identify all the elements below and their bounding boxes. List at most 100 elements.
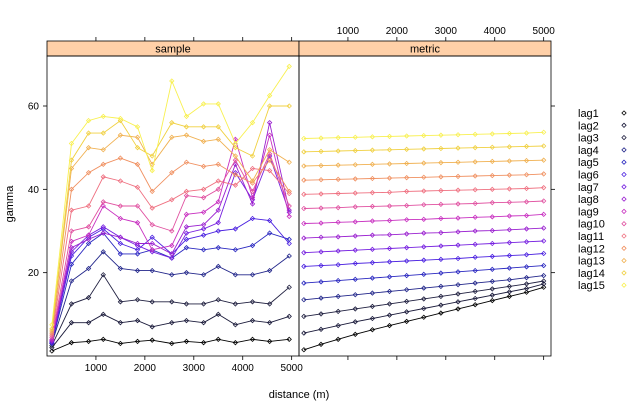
data-point (301, 149, 307, 155)
x-tick-label: 5000 (533, 26, 556, 37)
data-point (352, 219, 358, 225)
data-point (266, 92, 273, 99)
data-point (100, 224, 106, 230)
series-line (303, 173, 544, 181)
data-point (335, 162, 341, 168)
data-point (455, 132, 461, 138)
data-point (266, 217, 273, 224)
data-point (540, 211, 547, 217)
data-point (506, 186, 513, 192)
series-line (51, 168, 290, 336)
series-lag15 (49, 63, 292, 328)
series-line (303, 283, 544, 334)
data-point (134, 267, 141, 274)
data-point (540, 185, 547, 191)
data-point (489, 253, 495, 260)
data-point (266, 301, 273, 307)
data-point (266, 147, 273, 153)
legend-marker (621, 122, 627, 128)
data-point (421, 160, 427, 166)
data-point (540, 272, 547, 279)
axes-layer: 1000 2000 3000 4000 5000 1000 2000 3000 4000 5000… (28, 26, 555, 374)
data-point (455, 215, 461, 221)
data-point (169, 242, 175, 249)
legend-marker (621, 110, 627, 116)
data-point (286, 236, 292, 242)
data-point (523, 285, 530, 292)
data-point (200, 186, 207, 192)
data-point (506, 158, 513, 164)
data-point (403, 318, 410, 325)
data-point (540, 129, 547, 135)
data-point (85, 236, 92, 242)
data-point (301, 263, 307, 270)
series-lag6 (49, 215, 292, 346)
data-point (200, 340, 207, 346)
series-lag12 (301, 171, 547, 183)
data-point (301, 330, 307, 336)
data-point (249, 317, 256, 324)
data-point (85, 240, 92, 247)
data-point (369, 315, 376, 322)
data-point (421, 271, 427, 277)
data-point (369, 134, 376, 140)
series-lag12 (49, 155, 292, 336)
series-lag5 (301, 262, 547, 286)
data-point (523, 130, 530, 136)
data-point (49, 348, 55, 354)
data-point (169, 272, 175, 278)
legend-item-lag1: lag1 (578, 108, 627, 120)
data-point (215, 220, 221, 226)
data-point (489, 214, 495, 220)
data-point (506, 240, 513, 246)
data-point (386, 259, 393, 265)
data-point (438, 201, 444, 207)
data-point (523, 275, 530, 281)
data-point (403, 188, 410, 195)
panel-frame (298, 55, 552, 357)
data-point (169, 320, 175, 326)
data-point (472, 280, 478, 286)
data-point (489, 227, 495, 234)
data-point (455, 291, 461, 297)
data-point (85, 265, 92, 272)
data-point (215, 263, 221, 270)
data-point (369, 218, 376, 224)
data-point (421, 174, 427, 180)
data-point (286, 203, 292, 209)
data-point (183, 236, 190, 242)
series-line (303, 187, 544, 195)
data-point (117, 117, 124, 124)
legend-label: lag10 (578, 219, 605, 231)
data-point (68, 301, 75, 307)
data-point (249, 201, 256, 207)
legend-item-lag14: lag14 (578, 268, 627, 280)
data-point (352, 134, 358, 140)
data-point (169, 340, 175, 347)
data-point (506, 199, 513, 205)
data-point (149, 299, 155, 305)
series-line (303, 159, 544, 167)
data-point (318, 234, 324, 240)
data-point (335, 248, 341, 254)
series-line (303, 131, 544, 139)
data-point (232, 145, 239, 151)
legend-label: lag11 (578, 231, 604, 243)
data-point (301, 177, 307, 183)
x-tick-label: 5000 (281, 363, 304, 374)
data-point (386, 203, 393, 209)
data-point (540, 262, 547, 269)
data-point (49, 332, 55, 338)
data-point (149, 324, 155, 330)
data-point (369, 203, 376, 210)
data-point (117, 178, 124, 184)
data-point (301, 250, 307, 256)
legend-label: lag1 (578, 108, 599, 120)
data-point (215, 245, 221, 251)
panels-layer: sample metric (46, 40, 552, 357)
data-point (169, 78, 175, 84)
data-point (455, 299, 461, 305)
legend-marker (621, 221, 627, 227)
data-point (403, 287, 410, 293)
data-point (301, 280, 307, 286)
